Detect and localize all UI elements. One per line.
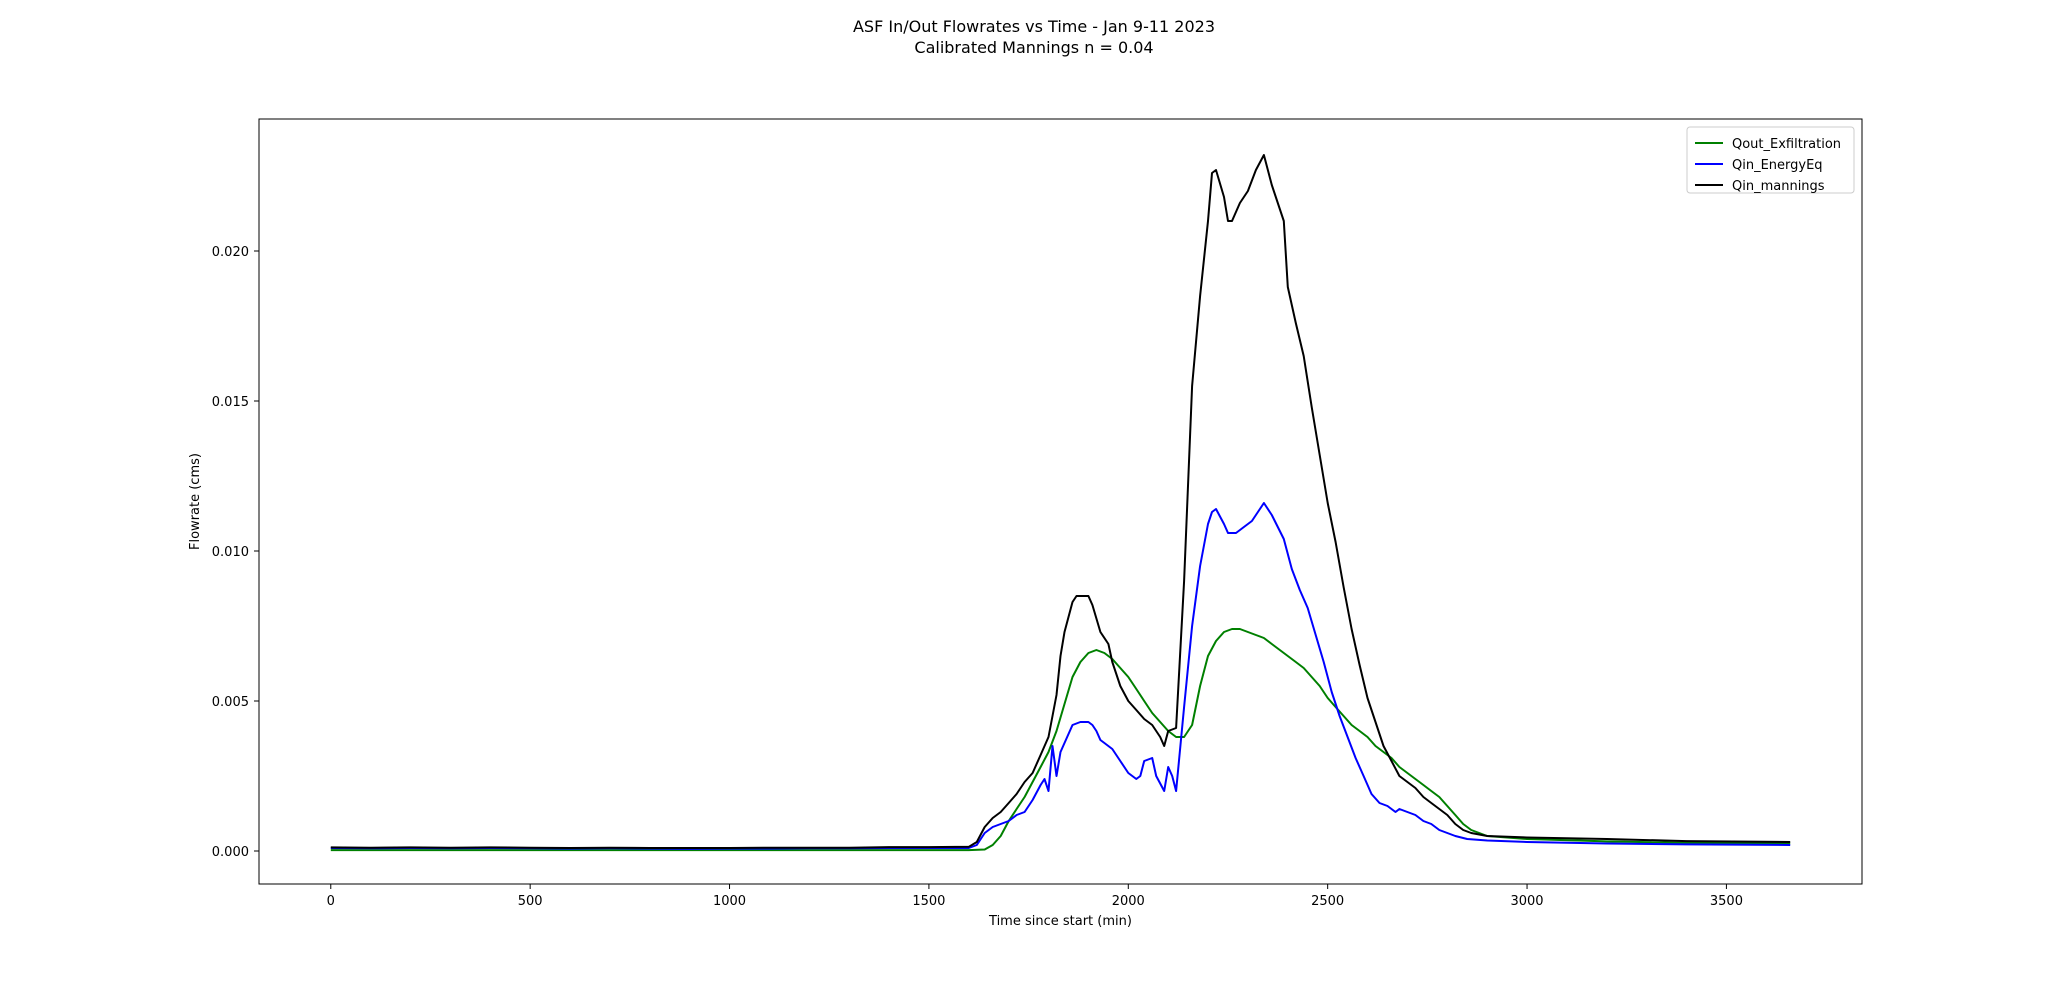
x-tick-label: 3000 xyxy=(1510,894,1543,909)
y-tick-label: 0.020 xyxy=(212,245,249,260)
series-line-qin-energyeq xyxy=(330,502,1791,850)
x-tick-label: 2500 xyxy=(1311,894,1344,909)
y-tick-label: 0.005 xyxy=(212,695,249,710)
x-tick-label: 0 xyxy=(327,894,335,909)
y-tick-label: 0.010 xyxy=(212,545,249,560)
series-line-qin-mannings xyxy=(330,154,1791,849)
legend-entry-label: Qout_Exfiltration xyxy=(1732,137,1841,152)
legend: Qout_Exfiltration Qin_EnergyEq Qin_manning… xyxy=(1686,126,1855,194)
legend-entry-label: Qin_mannings xyxy=(1732,179,1825,194)
y-tick-label: 0.000 xyxy=(212,845,249,860)
series-layer xyxy=(330,154,1791,852)
x-tick-label: 1000 xyxy=(713,894,746,909)
y-tick-label: 0.015 xyxy=(212,395,249,410)
legend-box xyxy=(1686,126,1855,194)
x-tick-label: 500 xyxy=(518,894,543,909)
legend-entry-label: Qin_EnergyEq xyxy=(1732,158,1823,173)
plot-area-frame xyxy=(258,118,1863,885)
series-line-qout-exfiltration xyxy=(330,628,1791,852)
chart-title: ASF In/Out Flowrates vs Time - Jan 9-11 … xyxy=(852,17,1216,36)
chart-subtitle: Calibrated Mannings n = 0.04 xyxy=(914,38,1154,57)
y-axis-label: Flowrate (cms) xyxy=(188,453,203,550)
x-axis: 0 500 1000 1500 2000 2500 3000 3500 xyxy=(327,884,1743,909)
x-axis-label: Time since start (min) xyxy=(988,914,1132,929)
x-tick-label: 2000 xyxy=(1112,894,1145,909)
x-tick-label: 3500 xyxy=(1710,894,1743,909)
y-axis: 0.000 0.005 0.010 0.015 0.020 xyxy=(212,245,259,860)
x-tick-label: 1500 xyxy=(912,894,945,909)
